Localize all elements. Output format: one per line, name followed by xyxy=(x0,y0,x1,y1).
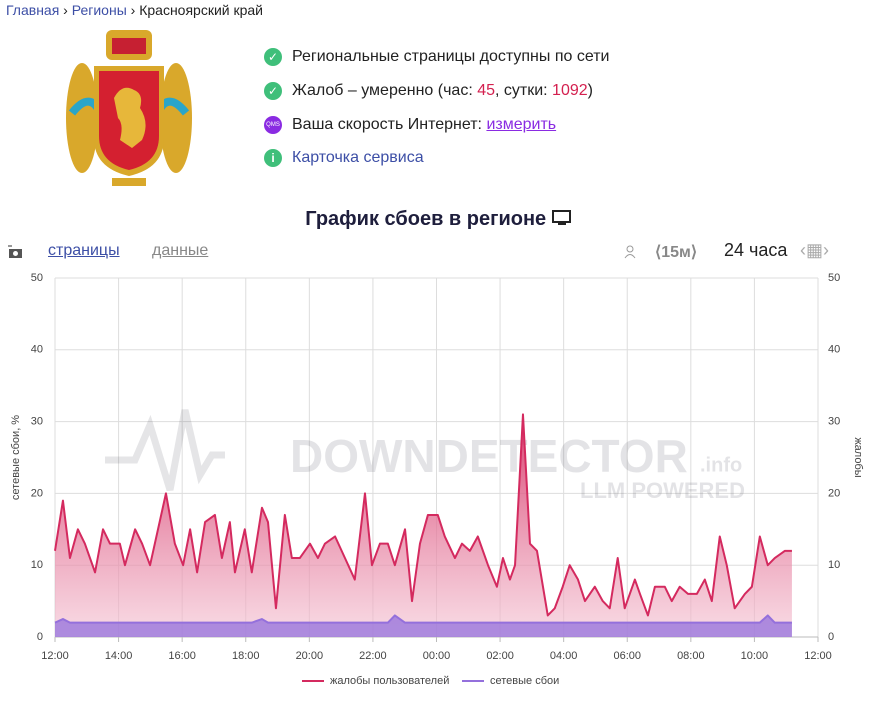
y-tick-label: 0 xyxy=(37,631,43,643)
x-tick-label: 10:00 xyxy=(741,650,769,662)
check-icon: ✓ xyxy=(264,48,282,66)
series-area xyxy=(55,615,792,637)
legend-label: жалобы пользователей xyxy=(330,675,449,687)
x-tick-label: 02:00 xyxy=(486,650,514,662)
x-tick-label: 00:00 xyxy=(423,650,451,662)
watermark-brand: DOWNDETECTOR xyxy=(290,430,688,482)
y2-tick-label: 10 xyxy=(828,559,840,571)
status-text: Региональные страницы доступны по сети xyxy=(292,48,610,65)
y2-tick-label: 40 xyxy=(828,344,840,356)
tab-pages[interactable]: страницы xyxy=(48,242,120,259)
status-text: , сутки: xyxy=(495,82,553,99)
watermark-tagline: LLM POWERED xyxy=(580,478,745,503)
x-tick-label: 14:00 xyxy=(105,650,133,662)
series-line xyxy=(54,614,792,624)
chart: DOWNDETECTOR .info LLM POWERED 0 10 20 30 40… xyxy=(10,272,864,687)
title-text: График сбоев в регионе xyxy=(305,208,547,230)
status-text: ) xyxy=(587,82,593,99)
card-link[interactable]: Карточка сервиса xyxy=(292,149,424,166)
crumb-current: Красноярский край xyxy=(139,2,264,18)
y2-tick-label: 0 xyxy=(828,631,834,643)
section-title: График сбоев в регионе xyxy=(0,208,877,231)
x-tick-label: 18:00 xyxy=(232,650,260,662)
x-tick-label: 08:00 xyxy=(677,650,705,662)
watermark-suffix: .info xyxy=(700,454,742,476)
y2-axis-label: жалобы xyxy=(852,437,864,477)
legend-label: сетевые сбои xyxy=(490,675,559,687)
tab-data[interactable]: данные xyxy=(152,242,209,259)
status-text: Жалоб – умеренно (час: xyxy=(292,82,478,99)
user-icon[interactable] xyxy=(623,245,637,259)
y2-tick-label: 50 xyxy=(828,272,840,284)
x-tick-label: 16:00 xyxy=(168,650,196,662)
period[interactable]: 24 часа xyxy=(724,240,788,260)
status-text: Ваша скорость Интернет: xyxy=(292,116,487,133)
x-tick-label: 22:00 xyxy=(359,650,387,662)
x-tick-label: 12:00 xyxy=(804,650,832,662)
y-tick-label: 20 xyxy=(31,487,43,499)
status-row: i Карточка сервиса xyxy=(264,149,424,167)
hour-count: 45 xyxy=(477,82,495,99)
y2-tick-label: 30 xyxy=(828,416,840,428)
coat-of-arms xyxy=(66,30,192,186)
qms-icon: QMS xyxy=(264,116,282,134)
check-icon: ✓ xyxy=(264,82,282,100)
series-area xyxy=(55,414,792,637)
camera-icon[interactable] xyxy=(8,245,24,259)
y-tick-label: 50 xyxy=(31,272,43,284)
crumb-link[interactable]: Регионы xyxy=(71,2,127,18)
y2-tick-label: 20 xyxy=(828,487,840,499)
measure-link[interactable]: измерить xyxy=(486,116,557,133)
watermark: DOWNDETECTOR .info LLM POWERED xyxy=(105,409,745,503)
y-tick-label: 30 xyxy=(31,416,43,428)
period-nav[interactable]: ‹▦› xyxy=(800,240,829,260)
status-row: ✓ Жалоб – умеренно (час: 45, сутки: 1092) xyxy=(264,82,593,100)
status-row: ✓ Региональные страницы доступны по сети xyxy=(264,48,609,66)
y-axis-label: сетевые сбои, % xyxy=(10,415,22,500)
series-line xyxy=(54,413,792,617)
x-tick-label: 06:00 xyxy=(613,650,641,662)
day-count: 1092 xyxy=(552,82,588,99)
x-tick-label: 20:00 xyxy=(296,650,324,662)
x-tick-label: 12:00 xyxy=(41,650,69,662)
y-tick-label: 10 xyxy=(31,559,43,571)
interval[interactable]: ⟨15м⟩ xyxy=(655,244,698,261)
breadcrumb: Главная › Регионы › Красноярский край xyxy=(6,2,264,18)
y-tick-label: 40 xyxy=(31,344,43,356)
monitor-icon xyxy=(551,210,571,225)
info-icon: i xyxy=(264,149,282,167)
x-tick-label: 04:00 xyxy=(550,650,578,662)
status-row: QMS Ваша скорость Интернет: измерить xyxy=(264,116,556,134)
crumb-link[interactable]: Главная xyxy=(6,2,60,18)
